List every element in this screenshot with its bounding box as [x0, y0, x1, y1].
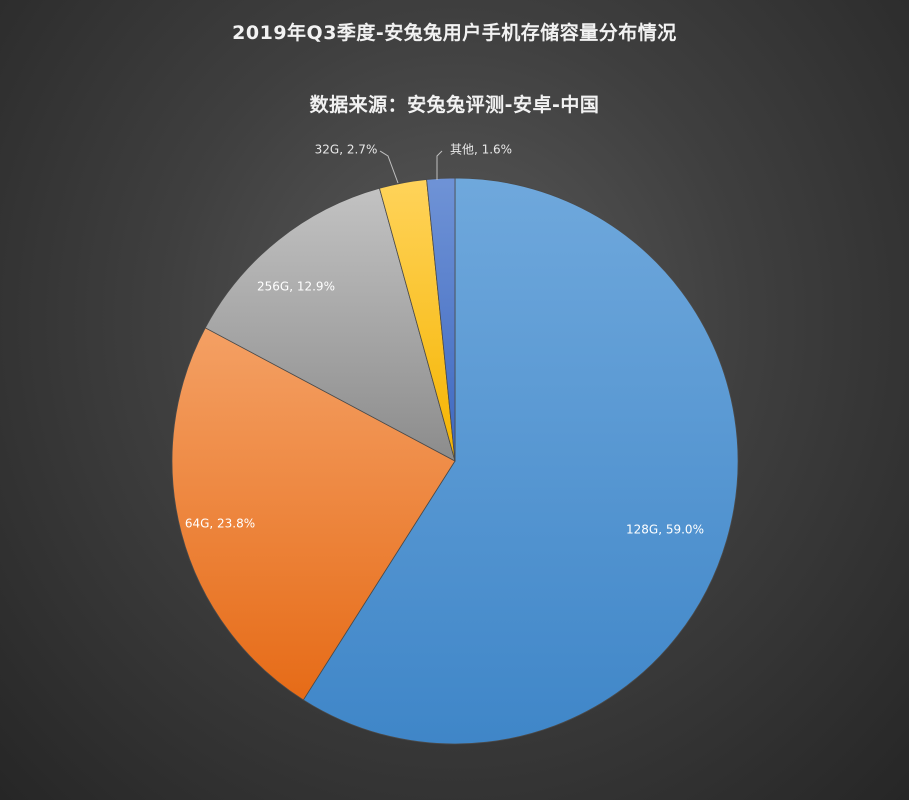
chart-subtitle: 数据来源：安兔兔评测-安卓-中国: [309, 94, 600, 116]
data-label-5: 其他, 1.6%: [450, 143, 512, 157]
data-label-2: 64G, 23.8%: [185, 517, 255, 531]
data-label-3: 256G, 12.9%: [257, 280, 335, 294]
pie-slice-3: [204, 187, 456, 462]
data-label-4: 32G, 2.7%: [315, 143, 378, 157]
leader-line-4: [379, 150, 399, 184]
chart-title: 2019年Q3季度-安兔兔用户手机存储容量分布情况: [232, 22, 677, 44]
leader-line-5: [436, 150, 443, 180]
pie-slice-5: [426, 177, 456, 462]
data-label-1: 128G, 59.0%: [626, 523, 704, 537]
pie-slice-2: [171, 327, 456, 701]
pie-slice-1: [302, 177, 739, 745]
